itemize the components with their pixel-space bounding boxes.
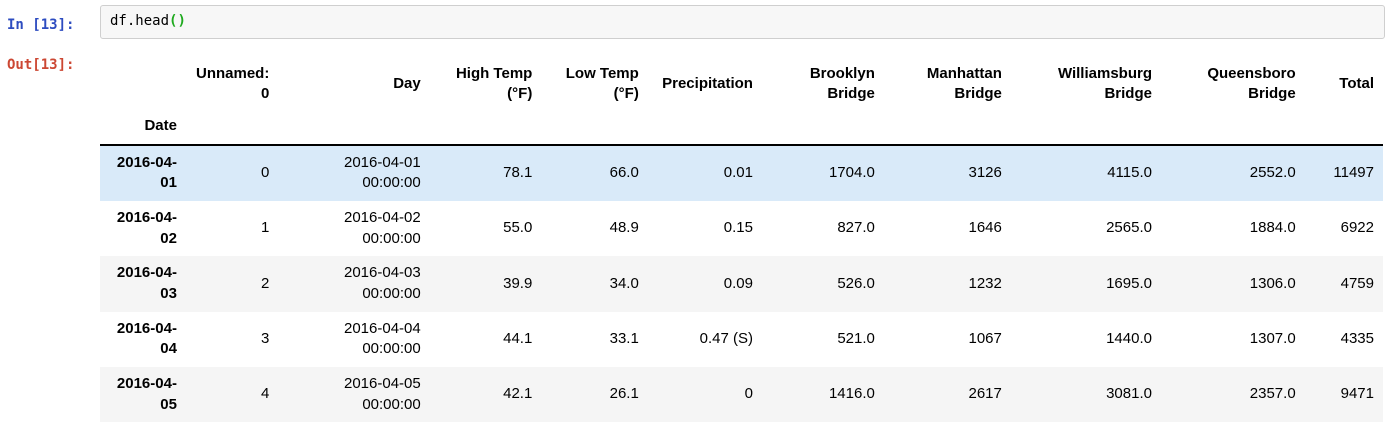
table-cell: 2016-04-01 00:00:00: [343, 153, 421, 192]
output-prompt: Out[13]:: [7, 56, 75, 73]
table-cell: 4759: [1340, 274, 1374, 292]
table-cell: 9471: [1340, 385, 1374, 403]
table-cell: 2565.0: [1106, 219, 1152, 237]
index-name: Date: [144, 116, 177, 134]
row-index: 2016-04-04: [116, 319, 177, 358]
row-index: 2016-04-03: [116, 264, 177, 302]
table-cell: 0.09: [723, 274, 753, 292]
table-cell: 34.0: [609, 274, 639, 292]
column-header: Manhattan Bridge: [926, 64, 1002, 103]
code-text: df.head(): [110, 13, 1375, 31]
blank-header-cell: [186, 114, 278, 145]
table-cell: 2016-04-02 00:00:00: [343, 208, 421, 247]
table-cell: 1704.0: [828, 163, 875, 181]
table-cell: 48.9: [609, 219, 639, 237]
table-cell: 2016-04-05 00:00:00: [343, 375, 421, 413]
table-cell: 4115.0: [1107, 163, 1152, 181]
table-cell: 0.15: [723, 219, 753, 237]
row-index: 2016-04-01: [116, 153, 177, 192]
input-prompt: In [13]:: [7, 17, 75, 33]
blank-header-cell: [1305, 114, 1383, 145]
table-cell: 44.1: [503, 330, 533, 348]
table-cell: 2016-04-04 00:00:00: [343, 319, 421, 358]
blank-header-cell: [648, 114, 762, 145]
table-cell: 1: [260, 219, 270, 237]
table-cell: 1695.0: [1106, 274, 1152, 292]
table-cell: 1646: [968, 219, 1002, 237]
table-cell: 0.01: [723, 163, 753, 181]
table-cell: 2016-04-03 00:00:00: [343, 264, 421, 302]
output-area: Unnamed: 0 Day High Temp (°F) Low Temp (°F)…: [100, 53, 1383, 423]
table-cell: 1884.0: [1249, 219, 1296, 237]
blank-header-cell: [278, 114, 429, 145]
dataframe-table: Unnamed: 0 Day High Temp (°F) Low Temp (°F)…: [100, 55, 1383, 423]
blank-header-cell: [430, 114, 542, 145]
blank-header-cell: [1011, 114, 1161, 145]
column-header: Total: [1339, 74, 1374, 92]
table-cell: 521.0: [837, 330, 875, 348]
index-name-row: Date: [100, 114, 1383, 145]
blank-header-cell: [541, 114, 647, 145]
table-row: 2016-04-03 2 2016-04-03 00:00:00 39.9 34.0 0.…: [100, 256, 1383, 312]
table-cell: 3126: [968, 163, 1002, 181]
table-cell: 0.47 (S): [699, 330, 753, 348]
table-cell: 6922: [1340, 219, 1374, 237]
table-cell: 1306.0: [1249, 274, 1296, 292]
column-header: High Temp (°F): [455, 64, 533, 103]
table-cell: 1440.0: [1106, 330, 1152, 348]
code-cell: In [13]: df.head(): [0, 5, 1400, 39]
table-cell: 33.1: [609, 330, 639, 348]
table-cell: 3081.0: [1106, 385, 1152, 403]
table-cell: 2: [260, 274, 270, 292]
table-row: 2016-04-04 3 2016-04-04 00:00:00 44.1 33.1 0.…: [100, 311, 1383, 368]
column-header: Day: [393, 74, 421, 92]
blank-header-cell: [884, 114, 1011, 145]
table-cell: 3: [260, 330, 270, 348]
table-cell: 2357.0: [1249, 385, 1296, 403]
row-index: 2016-04-02: [116, 208, 177, 247]
code-token: df.head: [110, 13, 170, 29]
blank-header-cell: [1161, 114, 1305, 145]
column-header-row: Unnamed: 0 Day High Temp (°F) Low Temp (°F)…: [100, 55, 1383, 114]
table-cell: 827.0: [837, 219, 875, 237]
column-header: Queensboro Bridge: [1207, 64, 1296, 103]
code-token: (): [169, 13, 186, 29]
table-cell: 78.1: [503, 163, 533, 181]
table-cell: 2617: [968, 385, 1002, 403]
table-cell: 1307.0: [1249, 330, 1296, 348]
blank-header-cell: [762, 114, 884, 145]
column-header: Unnamed: 0: [195, 64, 270, 103]
table-cell: 55.0: [503, 219, 533, 237]
table-cell: 42.1: [503, 385, 533, 403]
output-cell: Out[13]: Unnamed: 0 Day High Temp (°F) Low …: [0, 53, 1400, 423]
table-cell: 0: [260, 163, 270, 181]
corner-blank-cell: [100, 55, 186, 114]
table-row: 2016-04-01 0 2016-04-01 00:00:00 78.1 66.0 0.…: [100, 144, 1383, 201]
table-cell: 1416.0: [828, 385, 875, 403]
table-cell: 2552.0: [1249, 163, 1296, 181]
column-header: Williamsburg Bridge: [1057, 64, 1152, 103]
table-row: 2016-04-05 4 2016-04-05 00:00:00 42.1 26.1 0 1…: [100, 367, 1383, 423]
table-row: 2016-04-02 1 2016-04-02 00:00:00 55.0 48.9 0.…: [100, 200, 1383, 257]
column-header: Precipitation: [662, 74, 753, 92]
table-cell: 66.0: [609, 163, 639, 181]
table-cell: 11497: [1333, 163, 1374, 181]
table-cell: 39.9: [503, 274, 533, 292]
table-cell: 1232: [968, 274, 1002, 292]
table-cell: 526.0: [837, 274, 875, 292]
column-header: Brooklyn Bridge: [809, 64, 875, 103]
code-input-area[interactable]: df.head(): [100, 5, 1385, 39]
table-cell: 0: [744, 385, 753, 403]
table-cell: 4: [260, 385, 270, 403]
table-cell: 1067: [968, 330, 1002, 348]
table-cell: 4335: [1340, 330, 1374, 348]
column-header: Low Temp (°F): [565, 64, 639, 103]
row-index: 2016-04-05: [116, 375, 177, 413]
table-cell: 26.1: [609, 385, 639, 403]
